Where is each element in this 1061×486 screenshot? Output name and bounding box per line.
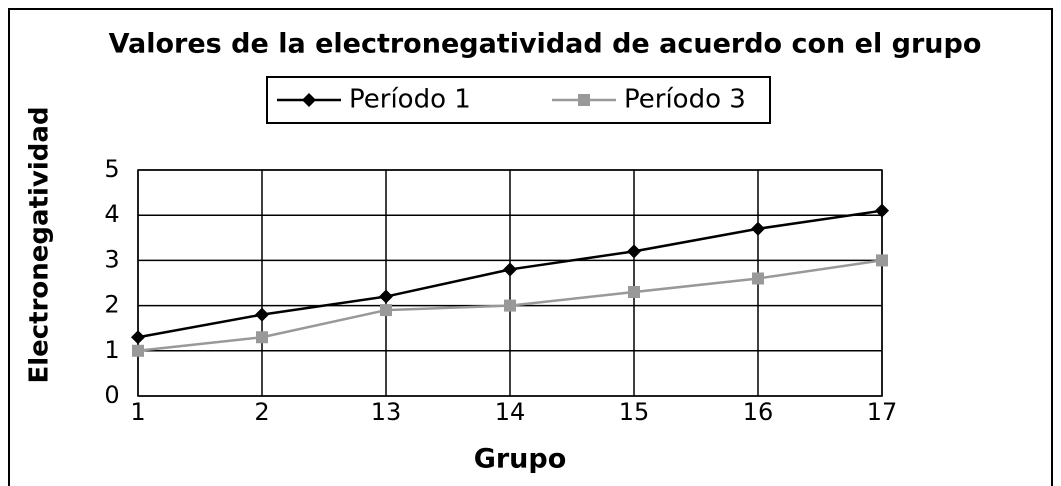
chart-title: Valores de la electronegatividad de acue… xyxy=(109,29,982,60)
legend-box xyxy=(266,76,771,124)
x-axis-label: Grupo xyxy=(474,444,567,475)
marker xyxy=(504,299,516,312)
x-tick-label: 13 xyxy=(371,398,402,426)
x-tick-label: 2 xyxy=(254,398,269,426)
marker xyxy=(627,244,641,259)
y-tick-label: 2 xyxy=(104,291,119,319)
marker xyxy=(875,203,889,218)
marker xyxy=(131,330,145,345)
y-axis-label: Electronegatividad xyxy=(25,106,55,383)
marker xyxy=(380,304,392,317)
marker xyxy=(876,254,888,267)
legend-label: Período 1 xyxy=(349,85,471,115)
marker xyxy=(302,93,316,107)
y-tick-label: 3 xyxy=(104,245,119,273)
y-tick-label: 4 xyxy=(104,200,119,228)
marker xyxy=(132,344,144,357)
marker xyxy=(628,286,640,299)
marker xyxy=(503,262,517,277)
legend-label: Período 3 xyxy=(624,85,746,115)
y-tick-label: 5 xyxy=(104,155,119,183)
x-tick-label: 14 xyxy=(495,398,526,426)
x-tick-label: 15 xyxy=(619,398,650,426)
y-tick-label: 1 xyxy=(104,336,119,364)
marker xyxy=(752,272,764,285)
y-tick-label: 0 xyxy=(104,381,119,409)
plot-border xyxy=(137,169,883,397)
marker xyxy=(255,307,269,322)
x-tick-label: 16 xyxy=(743,398,774,426)
x-tick-label: 1 xyxy=(130,398,145,426)
marker xyxy=(751,221,765,236)
frame xyxy=(8,8,1053,486)
marker xyxy=(256,331,268,344)
marker xyxy=(379,289,393,304)
marker xyxy=(578,94,590,106)
x-tick-label: 17 xyxy=(867,398,898,426)
